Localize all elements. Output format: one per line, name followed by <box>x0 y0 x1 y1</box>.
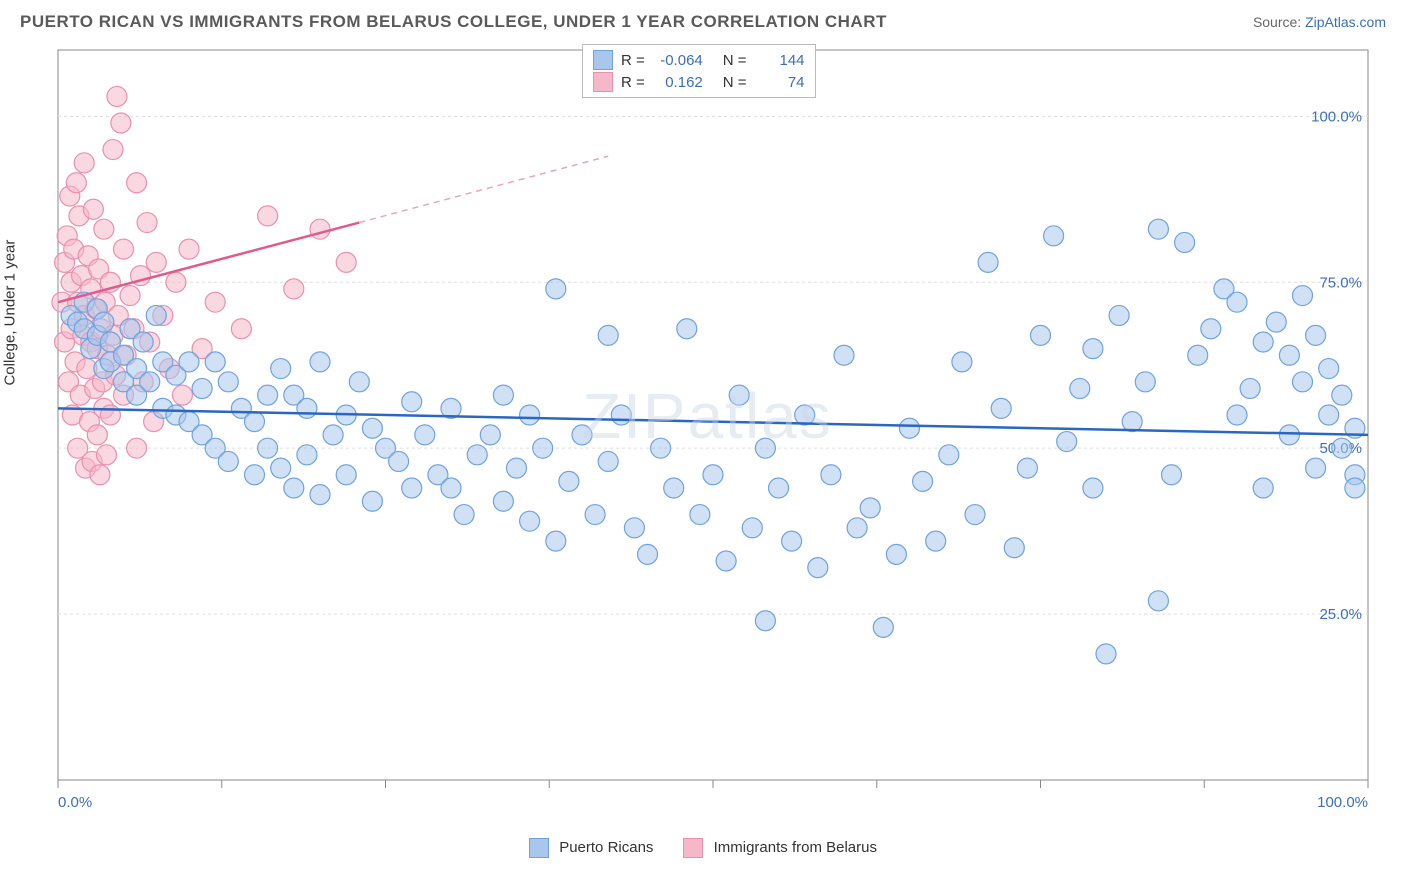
x-axis-max: 100.0% <box>1317 794 1368 811</box>
legend: Puerto Ricans Immigrants from Belarus <box>20 838 1386 858</box>
svg-text:75.0%: 75.0% <box>1319 274 1362 291</box>
source-link[interactable]: ZipAtlas.com <box>1305 14 1386 30</box>
stats-box: R = -0.064 N = 144 R = 0.162 N = 74 <box>582 44 816 98</box>
scatter-plot: 25.0%50.0%75.0%100.0% <box>48 40 1378 800</box>
swatch-b-icon <box>593 72 613 92</box>
swatch-a-icon <box>593 50 613 70</box>
legend-item-b: Immigrants from Belarus <box>683 838 877 858</box>
chart-title: PUERTO RICAN VS IMMIGRANTS FROM BELARUS … <box>20 12 887 32</box>
legend-swatch-b-icon <box>683 838 703 858</box>
stats-row-a: R = -0.064 N = 144 <box>593 49 805 71</box>
stats-row-b: R = 0.162 N = 74 <box>593 71 805 93</box>
svg-text:25.0%: 25.0% <box>1319 606 1362 623</box>
source-label: Source: ZipAtlas.com <box>1253 14 1386 30</box>
svg-text:100.0%: 100.0% <box>1311 108 1362 125</box>
legend-swatch-a-icon <box>529 838 549 858</box>
legend-item-a: Puerto Ricans <box>529 838 653 858</box>
y-axis-label: College, Under 1 year <box>2 240 19 386</box>
x-axis-min: 0.0% <box>58 794 92 811</box>
chart-area: College, Under 1 year 25.0%50.0%75.0%100… <box>20 40 1386 860</box>
